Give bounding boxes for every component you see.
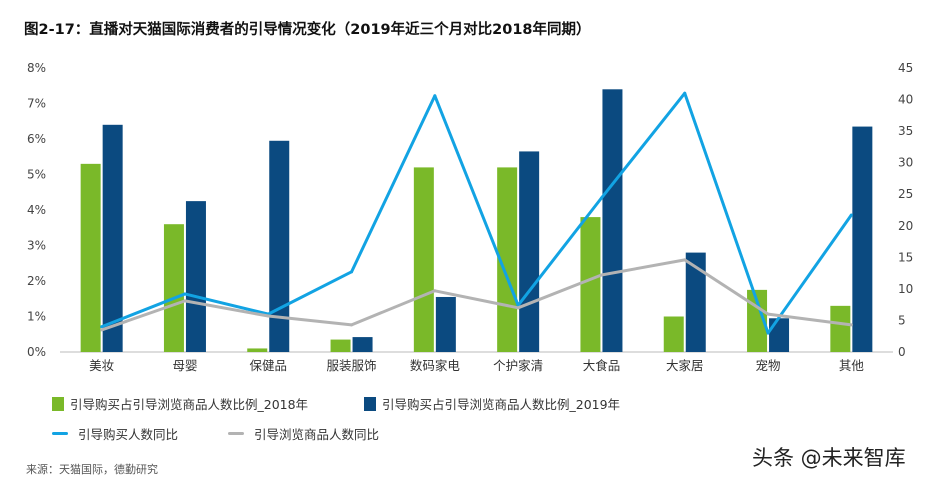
bar-2018 — [413, 167, 434, 352]
point-browsers-yoy — [183, 299, 187, 303]
chart-title: 图2-17：直播对天猫国际消费者的引导情况变化（2019年近三个月对比2018年… — [24, 22, 591, 38]
bar-2018 — [830, 305, 851, 352]
bar-2018 — [330, 339, 351, 352]
left-tick-label: 2% — [27, 274, 46, 288]
point-browsers-yoy — [266, 314, 270, 318]
left-tick-label: 5% — [27, 168, 46, 182]
bar-2018 — [163, 224, 184, 352]
point-browsers-yoy — [683, 258, 687, 262]
bar-2018 — [580, 217, 601, 352]
point-buyers-yoy — [100, 325, 104, 329]
right-tick-label: 40 — [898, 93, 913, 107]
category-label: 保健品 — [249, 358, 287, 373]
bar-2019 — [269, 140, 290, 352]
legend-item-buyers: 引导购买人数同比 — [52, 424, 178, 443]
bar-2019 — [685, 252, 706, 352]
left-tick-label: 3% — [27, 239, 46, 253]
point-browsers-yoy — [350, 323, 354, 327]
combo-chart: 0% 1% 2% 3% 4% 5% 6% 7% 8% 0 5 10 15 20 25 30 35 40 45 美妆 母婴… — [27, 61, 913, 373]
source-note: 来源：天猫国际，德勤研究 — [26, 463, 158, 476]
left-tick-label: 7% — [27, 97, 46, 111]
left-tick-label: 8% — [27, 61, 46, 75]
right-tick-label: 25 — [898, 187, 913, 201]
legend-label-buyers: 引导购买人数同比 — [78, 427, 179, 442]
watermark: 头条 @未来智库 — [752, 446, 906, 470]
legend-line-buyers — [52, 432, 68, 435]
left-tick-label: 1% — [27, 310, 46, 324]
category-label: 其他 — [839, 358, 865, 373]
right-tick-label: 0 — [898, 345, 906, 359]
category-label: 数码家电 — [410, 358, 461, 373]
legend-item-2019: 引导购买占引导浏览商品人数比例_2019年 — [364, 394, 620, 413]
right-tick-label: 35 — [898, 124, 913, 138]
point-browsers-yoy — [433, 289, 437, 293]
right-tick-label: 30 — [898, 156, 913, 170]
point-browsers-yoy — [766, 312, 770, 316]
bar-2018 — [80, 163, 101, 352]
right-tick-label: 15 — [898, 250, 913, 264]
right-tick-label: 20 — [898, 219, 913, 233]
legend-item-2018: 引导购买占引导浏览商品人数比例_2018年 — [52, 394, 308, 413]
bar-2019 — [602, 89, 623, 353]
left-tick-label: 0% — [27, 345, 46, 359]
bar-2018 — [663, 316, 684, 352]
legend-swatch-2018 — [52, 396, 64, 411]
right-tick-label: 45 — [898, 61, 913, 75]
point-buyers-yoy — [849, 213, 853, 217]
category-label: 大家居 — [666, 358, 704, 373]
category-label: 服装服饰 — [327, 358, 377, 373]
right-tick-label: 5 — [898, 313, 906, 327]
bar-2019 — [435, 296, 456, 352]
bar-2019 — [852, 126, 873, 352]
bar-2019 — [352, 337, 373, 352]
legend-label-browsers: 引导浏览商品人数同比 — [254, 427, 380, 442]
bar-2019 — [769, 318, 790, 352]
category-label: 美妆 — [89, 358, 114, 373]
bar-2019 — [102, 124, 123, 352]
right-tick-label: 10 — [898, 282, 913, 296]
line-browsers-yoy — [101, 258, 852, 332]
category-label: 个护家清 — [493, 358, 543, 373]
legend-item-browsers: 引导浏览商品人数同比 — [228, 424, 379, 443]
left-tick-label: 4% — [27, 203, 46, 217]
category-label: 宠物 — [756, 358, 781, 373]
point-buyers-yoy — [183, 292, 187, 296]
point-browsers-yoy — [100, 328, 104, 332]
category-label: 大食品 — [583, 358, 621, 373]
legend-label-2019: 引导购买占引导浏览商品人数比例_2019年 — [382, 397, 621, 412]
point-buyers-yoy — [683, 91, 687, 95]
point-browsers-yoy — [516, 306, 520, 310]
category-label: 母婴 — [172, 358, 197, 373]
legend-line-browsers — [228, 432, 244, 435]
point-buyers-yoy — [350, 270, 354, 274]
point-buyers-yoy — [766, 331, 770, 335]
point-buyers-yoy — [599, 196, 603, 200]
point-buyers-yoy — [433, 94, 437, 98]
legend-label-2018: 引导购买占引导浏览商品人数比例_2018年 — [70, 397, 309, 412]
line-buyers-yoy — [101, 91, 853, 335]
left-tick-label: 6% — [27, 132, 46, 146]
legend-swatch-2019 — [364, 396, 376, 411]
point-browsers-yoy — [849, 323, 853, 327]
bar-2019 — [185, 201, 206, 352]
point-browsers-yoy — [599, 273, 603, 277]
bar-2019 — [519, 151, 540, 352]
bar-2018 — [247, 348, 268, 352]
